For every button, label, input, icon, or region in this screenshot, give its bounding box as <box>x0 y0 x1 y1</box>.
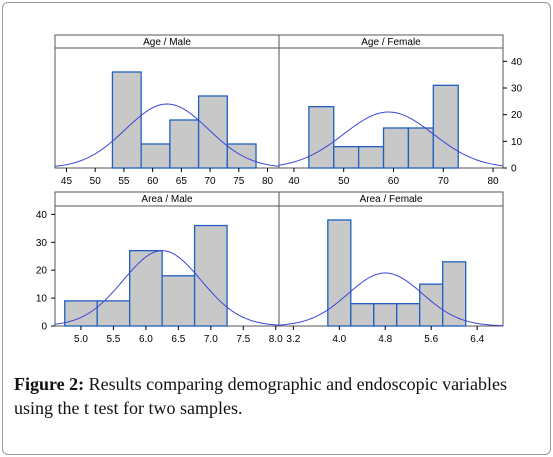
histogram-bar <box>140 143 171 169</box>
y-tick-label: 40 <box>36 210 48 221</box>
x-tick-label: 80 <box>487 176 499 187</box>
histogram-bar <box>197 95 228 169</box>
y-tick-label: 0 <box>41 322 47 333</box>
histogram-bar <box>327 219 352 327</box>
x-tick-label: 65 <box>176 176 188 187</box>
histogram-bar <box>442 261 467 327</box>
x-tick-label: 6.0 <box>139 334 153 345</box>
histogram-bar <box>432 84 459 169</box>
histogram-bar <box>96 300 131 327</box>
x-tick-label: 4.8 <box>378 334 392 345</box>
x-tick-label: 70 <box>205 176 217 187</box>
normal-fit-curve <box>54 250 280 326</box>
x-tick-label: 6.5 <box>171 334 185 345</box>
x-tick-label: 5.5 <box>106 334 120 345</box>
histogram-bar <box>308 106 335 169</box>
caption-text: Results comparing demographic and endosc… <box>14 374 508 418</box>
y-tick-label: 20 <box>511 110 523 121</box>
panel-3: Area / Male 5.0 5.5 6.0 6.5 7.0 7.5 8.0 <box>54 191 283 345</box>
x-tick-label: 60 <box>388 176 400 187</box>
x-tick-label: 8.0 <box>269 334 283 345</box>
x-tick-label: 70 <box>438 176 450 187</box>
histogram-bar <box>357 146 385 169</box>
x-tick-label: 45 <box>61 176 73 187</box>
y-tick-label: 40 <box>511 57 523 68</box>
normal-fit-curve <box>278 111 504 167</box>
histogram-bar <box>407 127 434 169</box>
histogram-bar <box>64 300 98 327</box>
histogram-bar <box>333 146 360 169</box>
y-tick-label: 10 <box>36 294 48 305</box>
x-tick-label: 60 <box>147 176 159 187</box>
histogram-bar <box>169 119 200 169</box>
x-tick-label: 5.6 <box>424 334 438 345</box>
normal-fit-curve <box>278 272 504 327</box>
panel-title: Age / Female <box>361 37 421 48</box>
x-tick-label: 7.5 <box>236 334 250 345</box>
x-tick-label: 5.0 <box>74 334 88 345</box>
x-tick-label: 4.0 <box>332 334 346 345</box>
y-tick-label: 30 <box>36 238 48 249</box>
panel-title: Area / Female <box>360 194 423 205</box>
histogram-bar <box>373 303 398 327</box>
normal-fit-curve <box>54 103 280 167</box>
histogram-bar <box>419 283 444 327</box>
panel-title: Area / Male <box>141 194 193 205</box>
x-tick-label: 50 <box>338 176 350 187</box>
y-tick-label: 30 <box>511 84 523 95</box>
y-tick-label: 10 <box>511 137 523 148</box>
y-tick-label: 0 <box>511 164 517 175</box>
histogram-bar <box>129 250 163 327</box>
x-tick-label: 7.0 <box>204 334 218 345</box>
histogram-bar <box>161 275 196 327</box>
x-tick-label: 55 <box>118 176 130 187</box>
panel-4: Area / Female 3.2 4.0 4.8 5.6 6.4 <box>278 191 504 345</box>
panel-2: Age / Female 40 50 60 70 80 <box>278 34 504 187</box>
x-tick-label: 80 <box>262 176 274 187</box>
x-tick-label: 75 <box>233 176 245 187</box>
x-tick-label: 3.2 <box>286 334 300 345</box>
x-tick-label: 50 <box>90 176 102 187</box>
panel-title: Age / Male <box>143 37 191 48</box>
panel-1: Age / Male 45 50 55 60 65 70 75 80 <box>54 34 280 187</box>
caption-label: Figure 2: <box>14 374 85 394</box>
y-tick-label: 20 <box>36 266 48 277</box>
histogram-figure: Age / Male 45 50 55 60 65 70 75 80 Age / Female 40… <box>36 34 523 345</box>
histogram-bar <box>111 71 142 169</box>
x-tick-label: 6.4 <box>470 334 484 345</box>
histogram-bar <box>193 224 228 327</box>
x-tick-label: 40 <box>288 176 300 187</box>
histogram-bar <box>396 303 421 327</box>
figure-caption: Figure 2: Results comparing demographic … <box>14 372 544 420</box>
histogram-bar <box>350 303 375 327</box>
histogram-bar <box>382 127 410 169</box>
